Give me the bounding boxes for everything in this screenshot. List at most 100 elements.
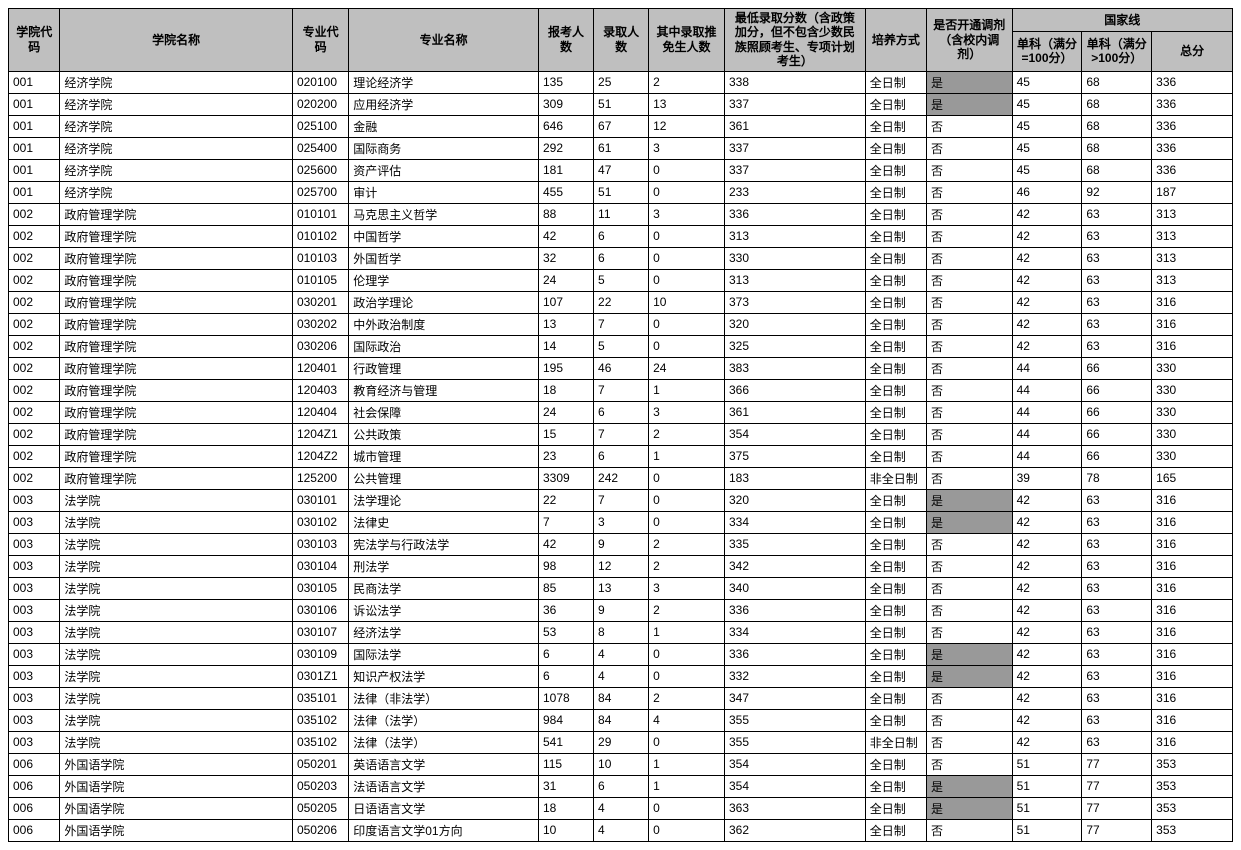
table-cell: 003 (9, 555, 60, 577)
table-cell: 法学院 (60, 599, 293, 621)
table-cell: 13 (594, 577, 649, 599)
table-cell: 363 (725, 797, 866, 819)
table-cell: 010101 (292, 203, 348, 225)
table-cell: 336 (725, 599, 866, 621)
table-cell: 66 (1082, 401, 1152, 423)
table-cell: 77 (1082, 819, 1152, 841)
table-cell: 39 (1012, 467, 1082, 489)
table-cell: 330 (1152, 445, 1233, 467)
table-cell: 541 (538, 731, 593, 753)
table-cell: 2 (649, 555, 725, 577)
table-cell: 42 (1012, 247, 1082, 269)
table-row: 003法学院035102法律（法学）984844355全日制否4263316 (9, 709, 1233, 731)
table-cell: 否 (926, 401, 1012, 423)
table-cell: 否 (926, 225, 1012, 247)
table-cell: 否 (926, 247, 1012, 269)
table-cell: 是 (926, 93, 1012, 115)
table-cell: 0 (649, 511, 725, 533)
table-row: 001经济学院020200应用经济学3095113337全日制是4568336 (9, 93, 1233, 115)
table-cell: 诉讼法学 (349, 599, 539, 621)
table-cell: 340 (725, 577, 866, 599)
table-cell: 309 (538, 93, 593, 115)
header-college-name: 学院名称 (60, 9, 293, 72)
table-cell: 45 (1012, 115, 1082, 137)
table-cell: 全日制 (865, 269, 926, 291)
table-cell: 是 (926, 71, 1012, 93)
table-cell: 外国语学院 (60, 775, 293, 797)
table-cell: 否 (926, 291, 1012, 313)
table-cell: 001 (9, 159, 60, 181)
table-cell: 63 (1082, 511, 1152, 533)
table-cell: 全日制 (865, 159, 926, 181)
header-subject-100: 单科（满分=100分） (1012, 31, 1082, 71)
table-cell: 政府管理学院 (60, 423, 293, 445)
table-cell: 1 (649, 379, 725, 401)
table-row: 003法学院030107经济法学5381334全日制否4263316 (9, 621, 1233, 643)
table-cell: 050203 (292, 775, 348, 797)
table-cell: 全日制 (865, 445, 926, 467)
table-cell: 全日制 (865, 621, 926, 643)
table-cell: 法学院 (60, 511, 293, 533)
table-cell: 001 (9, 181, 60, 203)
table-cell: 全日制 (865, 247, 926, 269)
table-cell: 336 (725, 643, 866, 665)
table-cell: 42 (1012, 599, 1082, 621)
table-cell: 025400 (292, 137, 348, 159)
table-cell: 002 (9, 467, 60, 489)
table-row: 003法学院030104刑法学98122342全日制否4263316 (9, 555, 1233, 577)
table-cell: 035102 (292, 709, 348, 731)
table-cell: 宪法学与行政法学 (349, 533, 539, 555)
table-cell: 030104 (292, 555, 348, 577)
table-cell: 353 (1152, 775, 1233, 797)
header-major-code: 专业代码 (292, 9, 348, 72)
table-cell: 51 (1012, 819, 1082, 841)
table-cell: 42 (538, 533, 593, 555)
table-cell: 2 (649, 423, 725, 445)
table-cell: 城市管理 (349, 445, 539, 467)
table-cell: 国际政治 (349, 335, 539, 357)
table-cell: 003 (9, 599, 60, 621)
table-cell: 030206 (292, 335, 348, 357)
table-cell: 否 (926, 115, 1012, 137)
table-cell: 61 (594, 137, 649, 159)
table-cell: 0 (649, 247, 725, 269)
table-cell: 006 (9, 797, 60, 819)
table-cell: 3 (594, 511, 649, 533)
table-cell: 030107 (292, 621, 348, 643)
table-cell: 日语语言文学 (349, 797, 539, 819)
table-cell: 45 (1012, 137, 1082, 159)
header-admitted: 录取人数 (594, 9, 649, 72)
table-cell: 181 (538, 159, 593, 181)
table-cell: 10 (649, 291, 725, 313)
table-cell: 002 (9, 269, 60, 291)
table-cell: 66 (1082, 357, 1152, 379)
table-cell: 84 (594, 687, 649, 709)
table-cell: 330 (1152, 423, 1233, 445)
table-cell: 42 (1012, 533, 1082, 555)
table-cell: 030105 (292, 577, 348, 599)
table-cell: 英语语言文学 (349, 753, 539, 775)
table-cell: 002 (9, 445, 60, 467)
table-cell: 否 (926, 709, 1012, 731)
table-cell: 否 (926, 269, 1012, 291)
table-cell: 法学院 (60, 643, 293, 665)
table-body: 001经济学院020100理论经济学135252338全日制是456833600… (9, 71, 1233, 841)
table-cell: 316 (1152, 313, 1233, 335)
table-cell: 003 (9, 643, 60, 665)
table-cell: 002 (9, 335, 60, 357)
table-cell: 330 (1152, 401, 1233, 423)
table-row: 001经济学院025100金融6466712361全日制否4568336 (9, 115, 1233, 137)
table-cell: 全日制 (865, 753, 926, 775)
table-cell: 3 (649, 577, 725, 599)
table-cell: 78 (1082, 467, 1152, 489)
table-cell: 42 (1012, 203, 1082, 225)
table-cell: 政治学理论 (349, 291, 539, 313)
table-cell: 025700 (292, 181, 348, 203)
table-cell: 否 (926, 357, 1012, 379)
table-cell: 32 (538, 247, 593, 269)
table-cell: 公共管理 (349, 467, 539, 489)
table-cell: 0 (649, 819, 725, 841)
table-cell: 3 (649, 203, 725, 225)
table-cell: 22 (594, 291, 649, 313)
table-cell: 全日制 (865, 687, 926, 709)
